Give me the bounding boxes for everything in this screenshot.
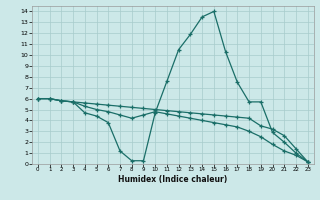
X-axis label: Humidex (Indice chaleur): Humidex (Indice chaleur)	[118, 175, 228, 184]
